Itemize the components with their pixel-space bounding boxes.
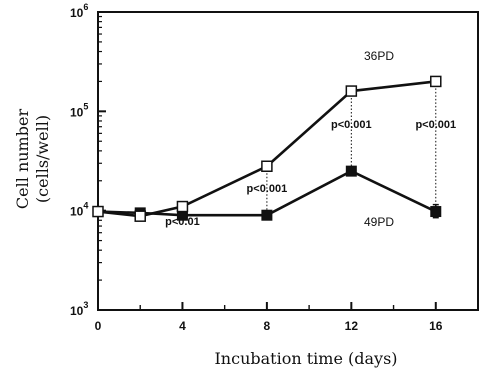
annotations-group: p<0.01 p<0.001 p<0.001 p<0.001 36PD 49PD [165,49,456,229]
x-tick-label: 0 [95,319,102,333]
series-label-49PD: 49PD [364,215,394,229]
plot-border [97,11,479,311]
data-point-36PD [134,210,146,222]
data-point-36PD [176,200,189,213]
data-point-49PD [345,165,357,177]
x-tick-label: 16 [429,319,443,333]
series-line-49PD [97,169,437,217]
y-tick-label: 104 [70,201,88,219]
y-axis-title-line1: Cell number [13,109,32,210]
data-point-49PD [261,209,273,221]
y-axis-title-line2: (cells/well) [33,115,52,203]
plot-frame [97,11,479,311]
x-tick-label: 4 [179,319,186,333]
data-point-36PD [430,75,442,88]
significance-lines [266,81,437,216]
p-value-label: p<0.001 [247,183,288,195]
p-value-label: p<0.01 [165,216,200,228]
x-axis-title: Incubation time (days) [214,349,397,368]
series-label-36PD: 36PD [364,49,394,63]
y-tick-label: 106 [70,2,88,20]
x-tick-label: 8 [264,319,271,333]
y-tick-label: 105 [70,101,88,119]
data-point-36PD [92,205,104,218]
data-point-49PD [430,206,442,218]
x-tick-label: 12 [345,319,359,333]
data-point-36PD [345,85,358,97]
series-group [92,75,442,222]
p-value-label: p<0.001 [331,119,372,131]
p-value-label: p<0.001 [415,119,456,131]
axis-titles: Incubation time (days) Cell number (cells/… [13,109,398,368]
y-tick-label: 103 [70,300,88,318]
series-line-36PD [97,80,436,218]
data-point-36PD [261,160,273,172]
x-axis: 0 4 8 12 16 [95,302,443,333]
y-axis: 103 104 105 106 [70,2,106,318]
